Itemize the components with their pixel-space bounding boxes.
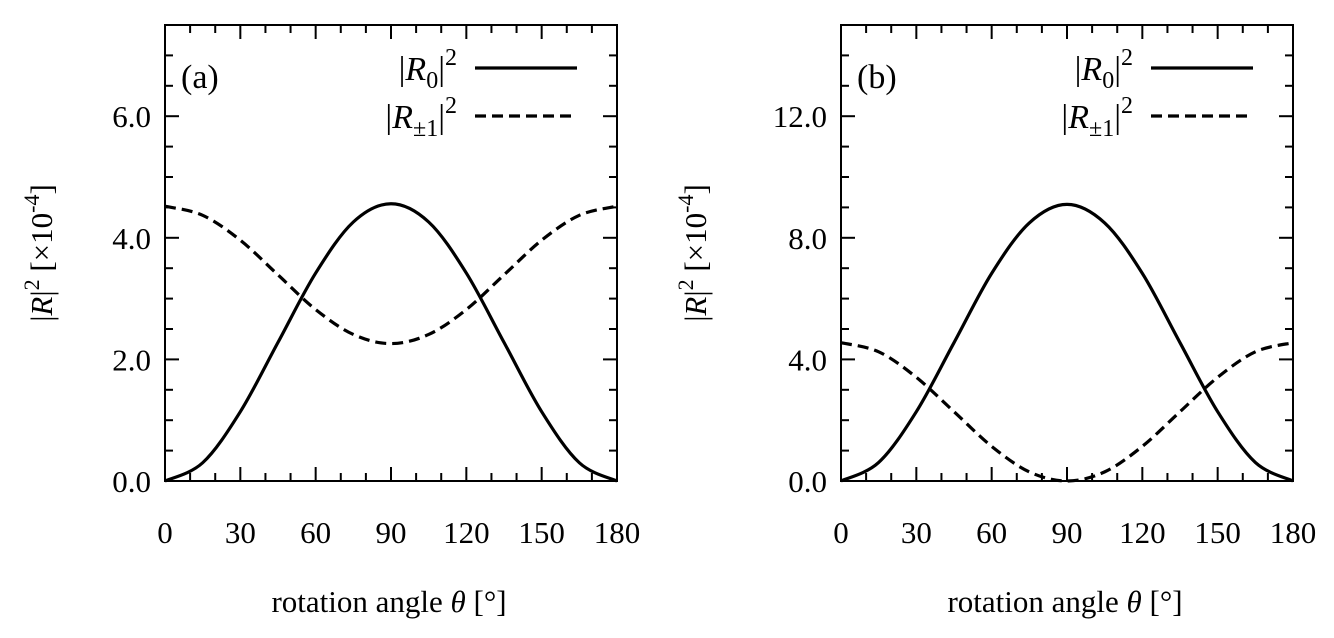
legend-label-rpm1: |R±1|2 bbox=[1061, 93, 1133, 142]
series-line-r0 bbox=[840, 202, 1294, 483]
x-tick-label: 60 bbox=[976, 515, 1007, 550]
x-tick-label: 30 bbox=[225, 515, 256, 550]
y-tick-label: 4.0 bbox=[788, 342, 827, 377]
x-tick-label: 90 bbox=[376, 515, 407, 550]
chart-panel-a: 0 30 60 90 120 150 180 0.0 2.0 4.0 6.0 rotation ang… bbox=[19, 24, 641, 619]
chart-panel-b: 0 30 60 90 120 150 180 0.0 4.0 8.0 12.0 rotation an… bbox=[673, 24, 1317, 619]
x-tick-label: 150 bbox=[518, 515, 565, 550]
plot-frame bbox=[164, 24, 618, 482]
series-line-r0 bbox=[164, 202, 618, 483]
x-tick-label: 60 bbox=[300, 515, 331, 550]
panel-label: (a) bbox=[181, 59, 219, 96]
legend-label-rpm1: |R±1|2 bbox=[385, 93, 457, 142]
y-tick-label: 8.0 bbox=[788, 221, 827, 256]
panel-label: (b) bbox=[857, 59, 897, 96]
x-tick-label: 0 bbox=[157, 515, 173, 550]
y-tick-label: 6.0 bbox=[112, 99, 151, 134]
x-tick-label: 90 bbox=[1052, 515, 1083, 550]
x-tick-label: 180 bbox=[594, 515, 641, 550]
y-tick-label: 2.0 bbox=[112, 342, 151, 377]
y-tick-label: 0.0 bbox=[788, 464, 827, 499]
x-tick-label: 0 bbox=[833, 515, 849, 550]
x-tick-label: 30 bbox=[901, 515, 932, 550]
legend-label-r0: |R0|2 bbox=[399, 45, 457, 94]
x-tick-label: 120 bbox=[443, 515, 490, 550]
x-tick-label: 180 bbox=[1270, 515, 1317, 550]
x-axis-label: rotation angle θ [°] bbox=[271, 584, 506, 619]
series-line-rpm1 bbox=[840, 341, 1294, 483]
y-axis-label: |R|2 [×10-4] bbox=[19, 184, 59, 322]
plot-frame bbox=[840, 24, 1294, 482]
x-tick-label: 150 bbox=[1194, 515, 1241, 550]
x-axis-label: rotation angle θ [°] bbox=[947, 584, 1182, 619]
y-tick-label: 12.0 bbox=[773, 99, 827, 134]
y-tick-label: 4.0 bbox=[112, 221, 151, 256]
legend-label-r0: |R0|2 bbox=[1075, 45, 1133, 94]
series-line-rpm1 bbox=[164, 204, 618, 346]
y-tick-label: 0.0 bbox=[112, 464, 151, 499]
y-axis-label: |R|2 [×10-4] bbox=[673, 184, 713, 322]
x-tick-label: 120 bbox=[1119, 515, 1166, 550]
